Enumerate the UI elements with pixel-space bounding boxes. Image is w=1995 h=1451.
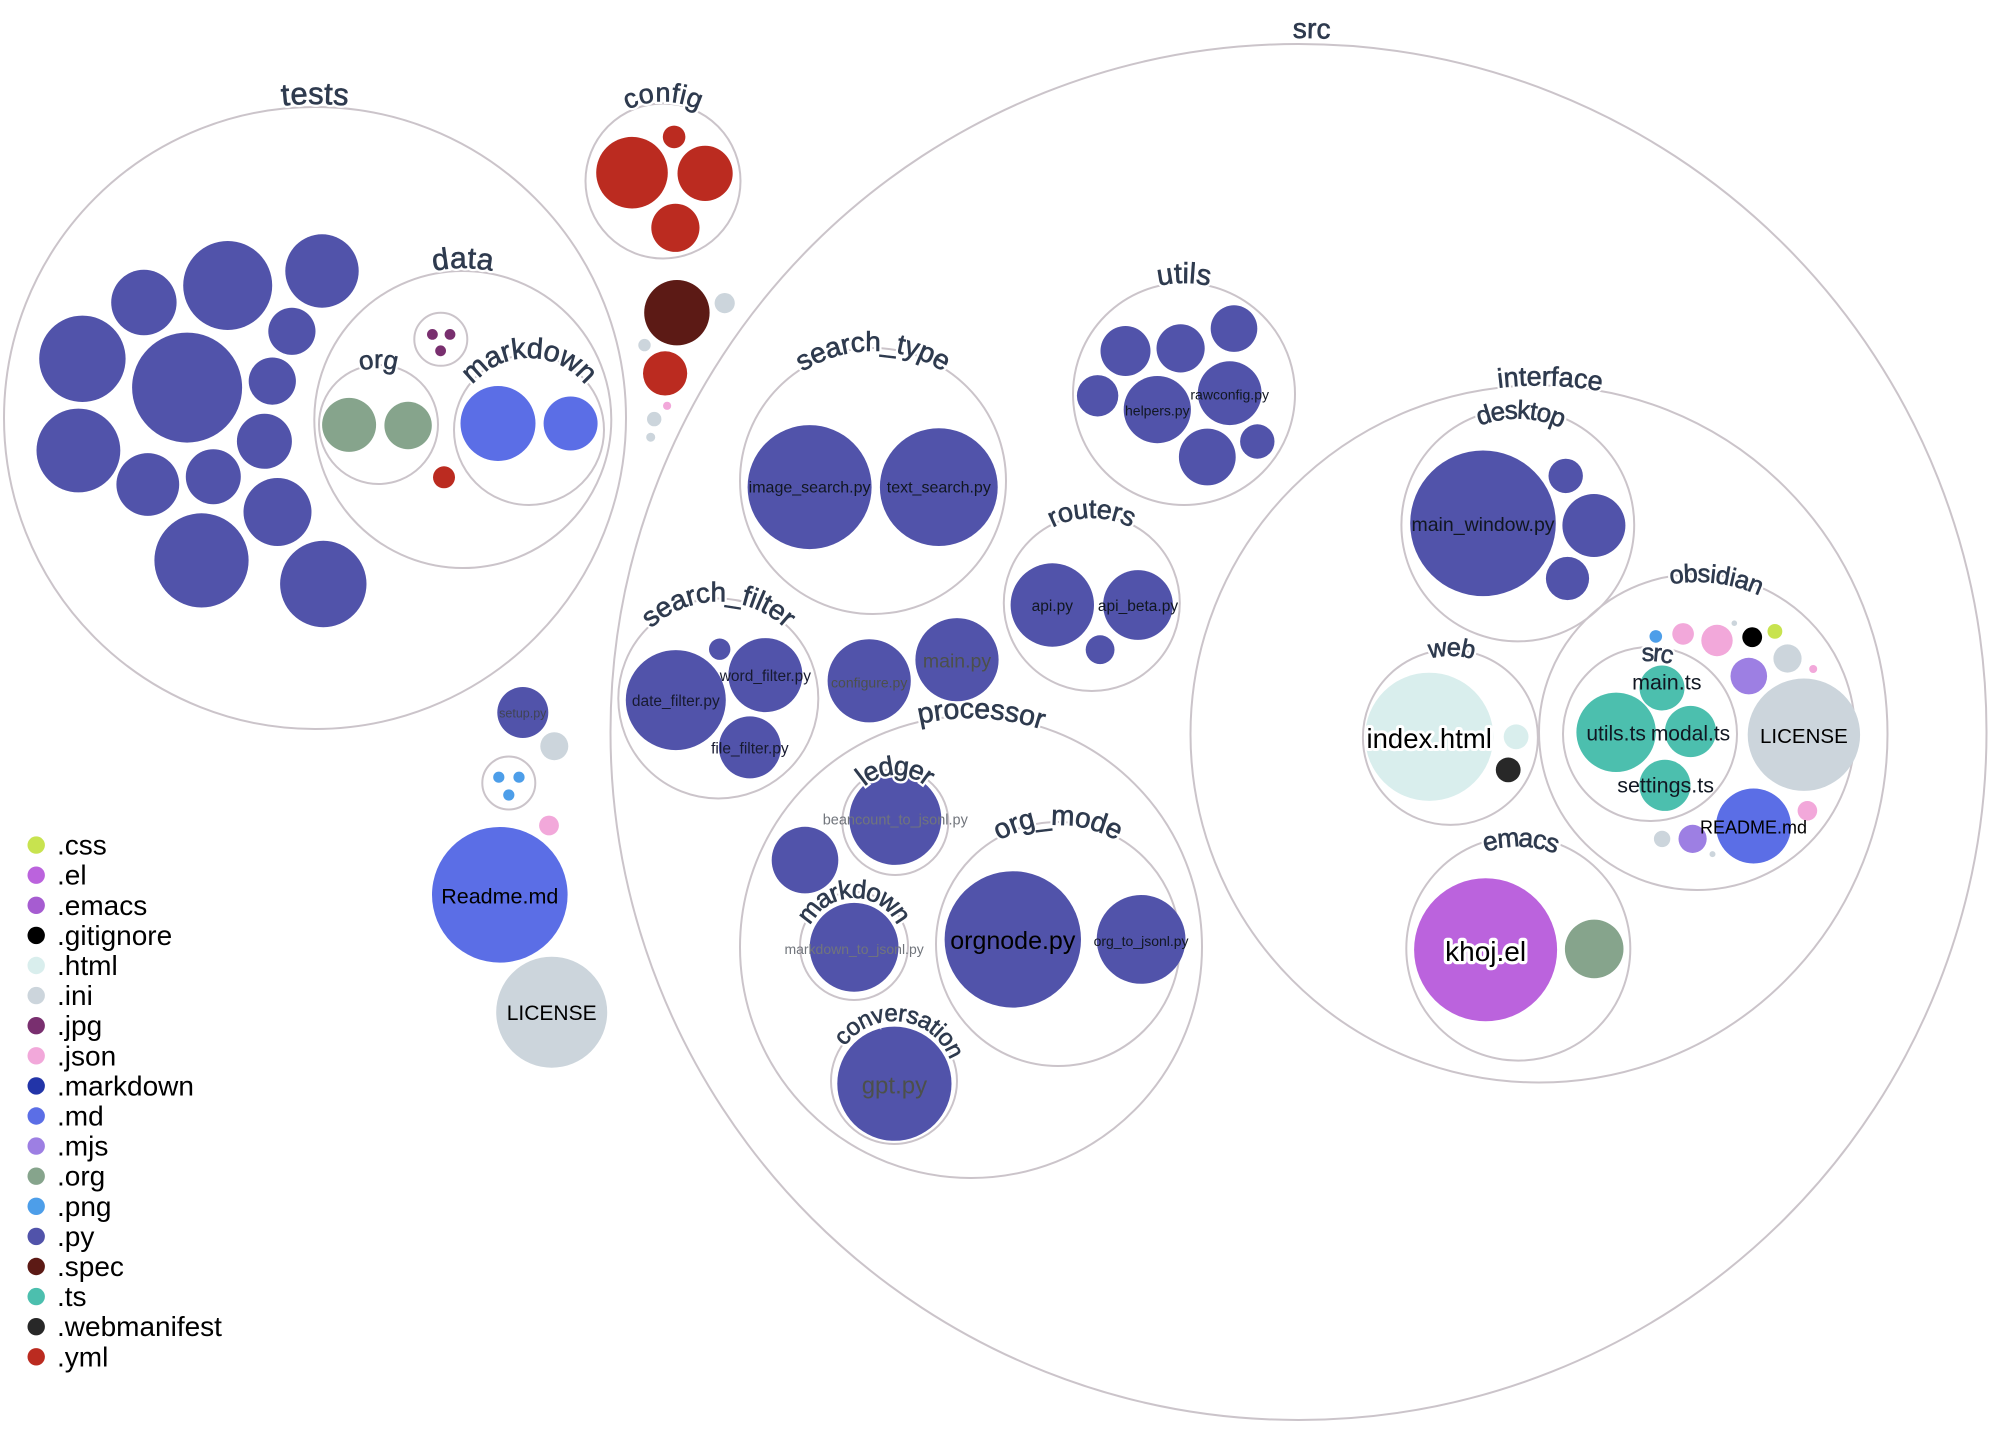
svg-text:file_filter.py: file_filter.py xyxy=(711,741,789,758)
svg-text:setup.py: setup.py xyxy=(499,707,547,721)
svg-text:org: org xyxy=(356,344,401,376)
svg-text:api_beta.py: api_beta.py xyxy=(1098,598,1178,615)
svg-text:.css: .css xyxy=(57,830,107,861)
svg-text:interface: interface xyxy=(1496,361,1605,397)
svg-text:.md: .md xyxy=(57,1101,104,1132)
svg-text:text_search.py: text_search.py xyxy=(887,480,991,497)
svg-text:date_filter.py: date_filter.py xyxy=(632,693,720,710)
svg-text:settings.ts: settings.ts xyxy=(1617,774,1714,798)
svg-text:.spec: .spec xyxy=(57,1251,124,1282)
svg-text:.emacs: .emacs xyxy=(57,890,147,921)
svg-text:markdown_to_jsonl.py: markdown_to_jsonl.py xyxy=(784,941,923,957)
svg-text:orgnode.py: orgnode.py xyxy=(950,927,1076,955)
svg-text:main.ts: main.ts xyxy=(1632,671,1701,695)
svg-text:.py: .py xyxy=(57,1221,94,1252)
svg-text:main.py: main.py xyxy=(923,651,992,673)
svg-text:modal.ts: modal.ts xyxy=(1651,723,1730,746)
svg-text:src: src xyxy=(1293,13,1331,45)
svg-text:.org: .org xyxy=(57,1161,105,1192)
svg-text:khoj.el: khoj.el xyxy=(1445,936,1526,967)
svg-text:org_to_jsonl.py: org_to_jsonl.py xyxy=(1094,933,1189,949)
svg-text:data: data xyxy=(430,242,496,278)
svg-text:.png: .png xyxy=(57,1191,112,1222)
svg-text:.json: .json xyxy=(57,1040,116,1071)
svg-text:Readme.md: Readme.md xyxy=(441,885,558,909)
svg-text:.el: .el xyxy=(57,860,87,891)
svg-text:src: src xyxy=(1641,639,1676,670)
svg-text:src: src xyxy=(1293,13,1331,45)
svg-text:main_window.py: main_window.py xyxy=(1411,514,1554,536)
svg-text:gpt.py: gpt.py xyxy=(862,1073,927,1100)
svg-text:.ts: .ts xyxy=(57,1281,87,1312)
svg-text:image_search.py: image_search.py xyxy=(749,480,871,497)
svg-text:.mjs: .mjs xyxy=(57,1131,108,1162)
svg-text:utils: utils xyxy=(1154,258,1213,293)
svg-text:.html: .html xyxy=(57,950,118,981)
svg-text:tests: tests xyxy=(279,76,350,113)
svg-text:helpers.py: helpers.py xyxy=(1125,403,1190,419)
svg-text:index.html: index.html xyxy=(1367,723,1492,754)
svg-text:rawconfig.py: rawconfig.py xyxy=(1190,387,1269,403)
svg-text:.webmanifest: .webmanifest xyxy=(57,1311,222,1342)
svg-text:web: web xyxy=(1425,634,1478,665)
svg-text:word_filter.py: word_filter.py xyxy=(719,668,812,685)
svg-text:.jpg: .jpg xyxy=(57,1010,102,1041)
svg-text:.gitignore: .gitignore xyxy=(57,920,172,951)
svg-text:.yml: .yml xyxy=(57,1341,108,1372)
svg-text:api.py: api.py xyxy=(1032,598,1074,615)
svg-text:LICENSE: LICENSE xyxy=(1760,725,1848,748)
svg-text:README.md: README.md xyxy=(1700,818,1807,838)
svg-text:web: web xyxy=(1425,634,1478,665)
svg-text:utils.ts: utils.ts xyxy=(1586,723,1646,746)
svg-text:configure.py: configure.py xyxy=(831,675,907,691)
svg-text:LICENSE: LICENSE xyxy=(507,1002,597,1025)
svg-text:beancount_to_jsonl.py: beancount_to_jsonl.py xyxy=(823,813,969,829)
svg-text:org: org xyxy=(356,344,401,376)
svg-text:.ini: .ini xyxy=(57,980,93,1011)
svg-text:data: data xyxy=(430,242,496,278)
svg-text:utils: utils xyxy=(1154,258,1213,293)
svg-text:.markdown: .markdown xyxy=(57,1070,194,1101)
